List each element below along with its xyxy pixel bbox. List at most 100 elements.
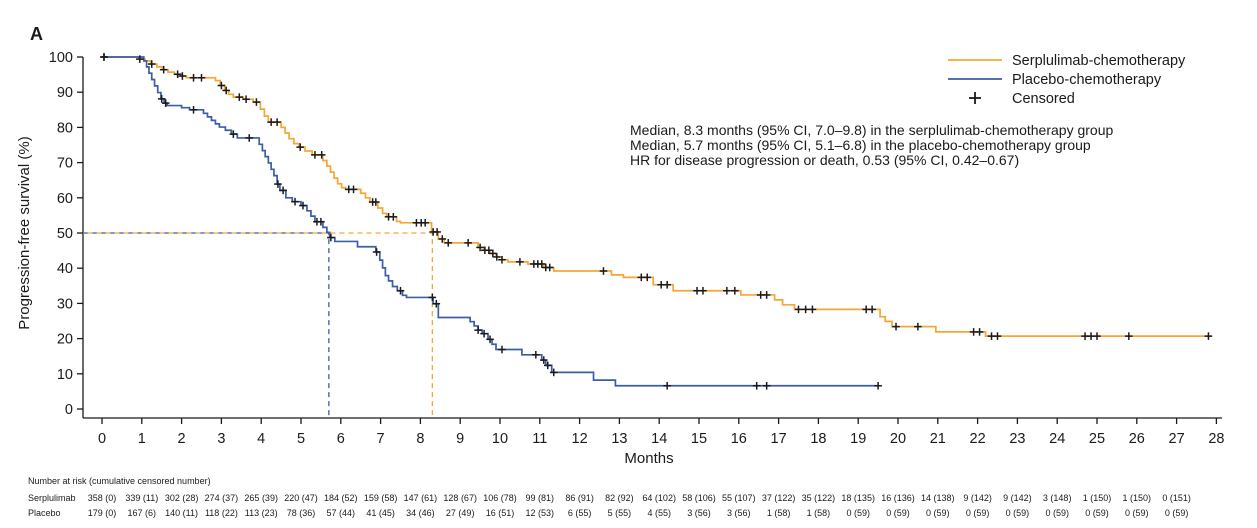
x-tick-label: 19 — [850, 431, 866, 447]
at-risk-value: 3 (148) — [1043, 493, 1072, 503]
at-risk-row-placebo: 179 (0) 167 (6) 140 (11) 118 (22) 113 (23) 78… — [88, 508, 1189, 518]
at-risk-value: 113 (23) — [245, 508, 278, 518]
x-tick-label: 27 — [1169, 431, 1185, 447]
annotation-hazard-ratio: HR for disease progression or death, 0.5… — [630, 152, 1019, 168]
at-risk-value: 265 (39) — [244, 493, 278, 503]
at-risk-value: 167 (6) — [128, 508, 157, 518]
at-risk-value: 5 (55) — [608, 508, 632, 518]
x-tick-label: 23 — [1009, 431, 1025, 447]
at-risk-value: 220 (47) — [284, 493, 318, 503]
censor-marks — [100, 53, 1213, 390]
at-risk-table: Number at risk (cumulative censored numb… — [28, 476, 211, 518]
at-risk-value: 0 (59) — [1085, 508, 1109, 518]
at-risk-value: 78 (36) — [287, 508, 316, 518]
median-line-serplulimab — [83, 232, 433, 418]
censor-marks-placebo — [100, 53, 882, 390]
x-tick-label: 0 — [98, 431, 106, 447]
at-risk-value: 0 (151) — [1162, 493, 1191, 503]
at-risk-value: 82 (92) — [605, 493, 634, 503]
x-tick-label: 26 — [1129, 431, 1145, 447]
at-risk-value: 9 (142) — [1003, 493, 1032, 503]
x-tick-label: 20 — [890, 431, 906, 447]
x-tick-label: 2 — [178, 431, 186, 447]
at-risk-header: Number at risk (cumulative censored numb… — [28, 476, 211, 486]
legend-label-serplulimab: Serplulimab-chemotherapy — [1012, 53, 1186, 69]
at-risk-value: 0 (59) — [886, 508, 910, 518]
x-tick-label: 9 — [456, 431, 464, 447]
panel-label: A — [30, 24, 43, 44]
at-risk-value: 0 (59) — [926, 508, 950, 518]
x-tick-label: 17 — [771, 431, 787, 447]
at-risk-value: 128 (67) — [443, 493, 477, 503]
at-risk-value: 1 (150) — [1083, 493, 1112, 503]
at-risk-value: 64 (102) — [642, 493, 676, 503]
at-risk-value: 140 (11) — [165, 508, 198, 518]
x-tick-label: 18 — [810, 431, 826, 447]
at-risk-value: 179 (0) — [88, 508, 117, 518]
x-tick-label: 16 — [731, 431, 747, 447]
x-tick-label: 10 — [492, 431, 508, 447]
x-tick-label: 25 — [1089, 431, 1105, 447]
at-risk-value: 18 (135) — [841, 493, 875, 503]
at-risk-value: 16 (136) — [881, 493, 915, 503]
at-risk-value: 0 (59) — [1045, 508, 1069, 518]
at-risk-value: 1 (58) — [767, 508, 791, 518]
at-risk-value: 184 (52) — [324, 493, 358, 503]
x-tick-label: 24 — [1049, 431, 1065, 447]
legend-label-censored: Censored — [1012, 91, 1075, 107]
x-tick-label: 21 — [930, 431, 946, 447]
at-risk-row-label-serplulimab: Serplulimab — [28, 493, 76, 503]
x-tick-label: 28 — [1208, 431, 1224, 447]
at-risk-value: 1 (58) — [807, 508, 831, 518]
y-axis-title: Progression-free survival (%) — [16, 136, 33, 329]
annotation-median-placebo: Median, 5.7 months (95% CI, 5.1–6.8) in … — [630, 137, 1091, 153]
at-risk-value: 14 (138) — [921, 493, 955, 503]
y-tick-label: 20 — [57, 332, 73, 348]
censor-marks-serplulimab — [100, 53, 1213, 340]
y-tick-label: 80 — [57, 120, 73, 136]
censored-plus-icon — [969, 92, 981, 104]
x-tick-label: 4 — [257, 431, 265, 447]
x-tick-label: 8 — [416, 431, 424, 447]
at-risk-values: 358 (0) 339 (11) 302 (28) 274 (37) 265 (39) 2… — [88, 493, 1191, 518]
at-risk-value: 147 (61) — [404, 493, 438, 503]
x-tick-label: 7 — [377, 431, 385, 447]
y-tick-label: 10 — [57, 367, 73, 383]
at-risk-value: 106 (78) — [483, 493, 517, 503]
x-axis-title: Months — [624, 450, 673, 467]
at-risk-value: 35 (122) — [802, 493, 836, 503]
at-risk-value: 339 (11) — [125, 493, 158, 503]
y-tick-label: 90 — [57, 85, 73, 101]
at-risk-value: 3 (56) — [727, 508, 751, 518]
y-tick-label: 60 — [57, 191, 73, 207]
x-tick-label: 13 — [611, 431, 627, 447]
legend-label-placebo: Placebo-chemotherapy — [1012, 72, 1162, 88]
x-tick-label: 6 — [337, 431, 345, 447]
x-tick-label: 5 — [297, 431, 305, 447]
at-risk-value: 0 (59) — [1125, 508, 1149, 518]
x-tick-label: 14 — [651, 431, 667, 447]
at-risk-value: 0 (59) — [966, 508, 990, 518]
at-risk-value: 37 (122) — [762, 493, 796, 503]
y-tick-label: 100 — [49, 50, 73, 66]
y-tick-label: 30 — [57, 296, 73, 312]
at-risk-value: 9 (142) — [963, 493, 992, 503]
at-risk-value: 0 (59) — [1165, 508, 1189, 518]
at-risk-value: 0 (59) — [846, 508, 870, 518]
at-risk-value: 274 (37) — [205, 493, 239, 503]
median-annotations: Median, 8.3 months (95% CI, 7.0–9.8) in … — [630, 122, 1113, 168]
y-tick-label: 0 — [65, 402, 73, 418]
x-tick-label: 12 — [572, 431, 588, 447]
at-risk-value: 1 (150) — [1123, 493, 1152, 503]
x-tick-label: 22 — [970, 431, 986, 447]
at-risk-value: 358 (0) — [88, 493, 117, 503]
y-tick-label: 70 — [57, 156, 73, 172]
at-risk-value: 12 (53) — [526, 508, 555, 518]
at-risk-row-label-placebo: Placebo — [28, 508, 61, 518]
at-risk-value: 41 (45) — [366, 508, 395, 518]
x-tick-label: 11 — [532, 431, 547, 447]
at-risk-value: 6 (55) — [568, 508, 592, 518]
